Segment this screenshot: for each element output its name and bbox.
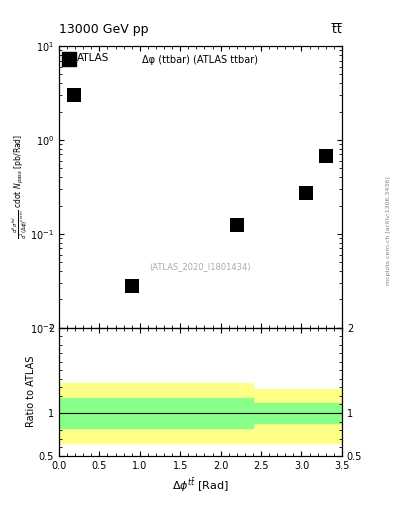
Point (129, 282, 135, 290)
Point (323, 152, 329, 160)
Text: (ATLAS_2020_I1801434): (ATLAS_2020_I1801434) (150, 262, 251, 271)
Text: 13000 GeV pp: 13000 GeV pp (59, 23, 149, 36)
Y-axis label: $\frac{d^2\sigma^{fid}}{d^2(\Delta\phi)^{norm}}$ cdot $N_{pass}$ [pb/Rad]: $\frac{d^2\sigma^{fid}}{d^2(\Delta\phi)^… (10, 134, 29, 240)
Point (70, 91, 77, 99)
Legend: ATLAS: ATLAS (64, 51, 111, 66)
X-axis label: $\Delta\phi^{t\bar{t}}$ [Rad]: $\Delta\phi^{t\bar{t}}$ [Rad] (172, 476, 229, 494)
Text: mcplots.cern.ch [arXiv:1306.3436]: mcplots.cern.ch [arXiv:1306.3436] (386, 176, 391, 285)
Text: t̅t̅: t̅t̅ (332, 23, 342, 36)
Y-axis label: Ratio to ATLAS: Ratio to ATLAS (26, 356, 36, 428)
Text: Δφ (ttbar) (ATLAS ttbar): Δφ (ttbar) (ATLAS ttbar) (142, 55, 259, 65)
Point (234, 221, 240, 229)
Point (302, 189, 309, 198)
